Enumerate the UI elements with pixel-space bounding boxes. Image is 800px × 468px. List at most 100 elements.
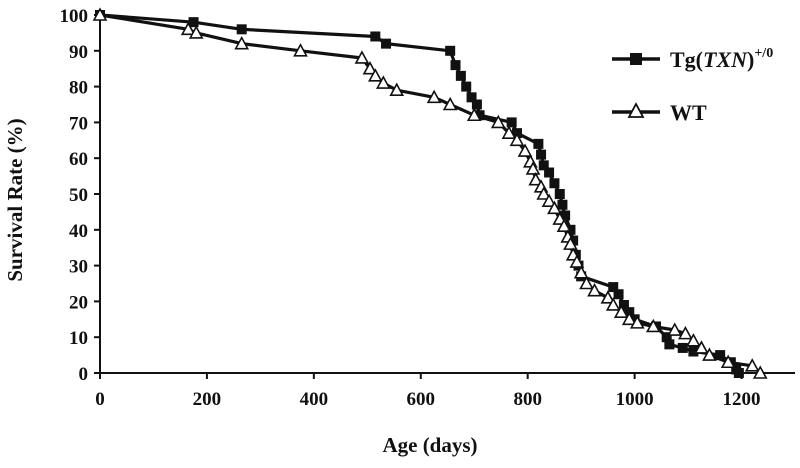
data-point-triangle (525, 161, 541, 175)
x-tick-label: 600 (407, 389, 436, 410)
data-point-triangle (556, 218, 572, 233)
data-point-square (236, 24, 247, 35)
data-point-triangle (362, 61, 378, 75)
data-point-triangle (426, 89, 442, 104)
data-point-square (536, 149, 547, 160)
data-point-square (445, 45, 456, 56)
data-point-triangle (752, 365, 768, 379)
legend-entry-wt: WT (612, 100, 707, 125)
y-tick-label: 50 (69, 185, 88, 206)
y-tick-label: 40 (69, 221, 88, 242)
data-point-square (381, 38, 392, 49)
y-tick-label: 100 (60, 6, 89, 27)
data-point-square (557, 199, 568, 210)
data-point-square (715, 350, 726, 361)
legend-entry-tg-txn: Tg(TXN)+/0 (612, 46, 773, 72)
chart-ticks: 0 200 400 600 800 1000 1200 0 10 20 30 40 50 60 70 80 90… (60, 6, 761, 410)
data-point-square (474, 110, 485, 121)
data-point-square (677, 342, 688, 353)
series-line-0 (99, 13, 741, 374)
y-tick-label: 20 (69, 292, 88, 313)
data-point-triangle (686, 333, 701, 347)
data-point-triangle (579, 275, 594, 290)
data-point-square (733, 368, 744, 378)
data-point-triangle (234, 35, 250, 50)
data-point-triangle (720, 354, 736, 369)
data-point-triangle (629, 315, 645, 329)
data-point-square (370, 31, 381, 42)
x-tick-label: 1000 (616, 389, 654, 410)
legend-marker-triangle (627, 102, 645, 118)
series-line-1 (99, 13, 762, 375)
data-point-square (613, 289, 624, 300)
data-point-square (629, 314, 640, 325)
data-point-triangle (621, 311, 637, 326)
data-point-triangle (645, 318, 661, 333)
data-point-triangle (605, 297, 621, 311)
y-tick-label: 30 (69, 257, 88, 278)
x-tick-label: 0 (95, 389, 105, 410)
y-tick-label: 90 (69, 42, 88, 63)
data-point-triangle (613, 304, 629, 318)
data-point-square (549, 178, 560, 189)
data-point-triangle (573, 265, 589, 279)
y-tick-label: 70 (69, 113, 88, 134)
data-point-triangle (563, 236, 578, 250)
data-point-triangle (678, 325, 693, 340)
data-point-square (554, 189, 565, 199)
x-tick-label: 400 (300, 389, 329, 410)
data-point-square (538, 160, 549, 171)
legend: Tg(TXN)+/0 WT (612, 46, 773, 125)
data-point-square (618, 299, 629, 310)
data-point-square (461, 81, 472, 92)
data-point-triangle (536, 186, 552, 200)
data-point-triangle (569, 254, 585, 268)
series-markers (92, 7, 768, 379)
data-point-triangle (600, 290, 616, 304)
data-point-triangle (528, 172, 544, 186)
data-point-square (688, 346, 699, 357)
data-point-triangle (293, 43, 308, 57)
data-point-triangle (180, 21, 196, 36)
data-point-triangle (442, 96, 458, 111)
data-point-triangle (188, 25, 204, 39)
data-point-triangle (587, 282, 602, 297)
data-point-square (466, 92, 477, 103)
data-point-triangle (501, 125, 517, 139)
data-point-square (471, 99, 482, 110)
data-point-square (188, 17, 199, 28)
data-point-triangle (92, 7, 108, 21)
y-axis-label: Survival Rate (%) (3, 118, 27, 281)
data-point-triangle (354, 50, 370, 64)
legend-marker-square (630, 53, 642, 65)
data-point-triangle (517, 143, 533, 157)
data-point-triangle (744, 358, 760, 372)
data-point-square (664, 339, 675, 350)
data-point-square (506, 117, 517, 128)
data-point-triangle (547, 200, 562, 215)
series-lines (99, 13, 762, 375)
x-axis-label: Age (days) (382, 433, 477, 457)
y-tick-label: 80 (69, 78, 88, 99)
data-point-square (560, 210, 571, 221)
y-tick-label: 0 (79, 364, 89, 385)
data-point-triangle (667, 322, 683, 336)
data-point-triangle (466, 107, 482, 122)
data-point-square (450, 60, 461, 71)
data-point-square (661, 332, 672, 343)
legend-label-tg-txn: Tg(TXN)+/0 (670, 46, 773, 72)
data-point-square (565, 224, 576, 235)
data-point-square (533, 138, 544, 149)
data-point-square (544, 167, 555, 178)
data-point-triangle (375, 75, 391, 89)
data-point-square (455, 70, 466, 81)
x-tick-label: 200 (193, 389, 222, 410)
data-point-triangle (490, 114, 506, 129)
data-point-triangle (694, 340, 709, 354)
data-point-triangle (702, 347, 717, 361)
x-tick-label: 800 (513, 389, 542, 410)
data-point-square (608, 282, 619, 293)
legend-label-wt: WT (670, 100, 707, 125)
x-tick-label: 1200 (723, 389, 761, 410)
